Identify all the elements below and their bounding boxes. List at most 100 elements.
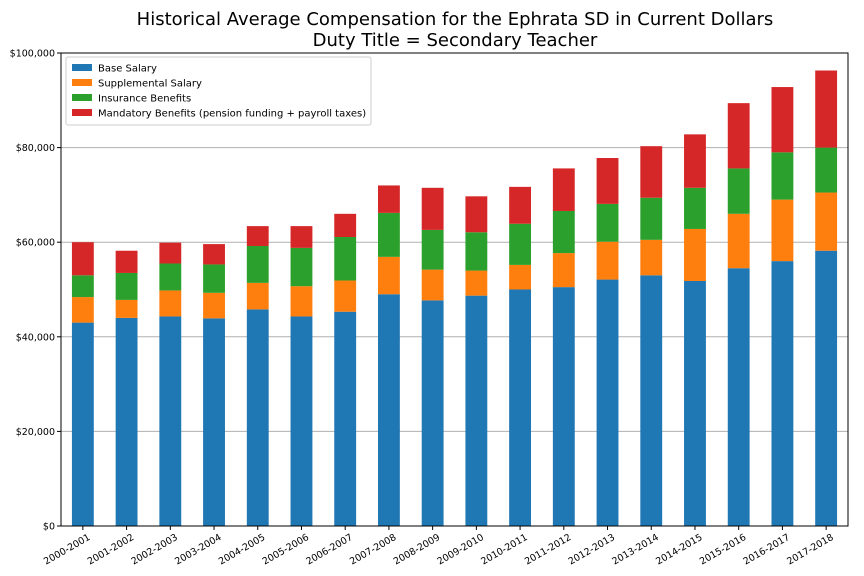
bar-mandatory-benefits-pension-funding-payroll-taxes — [421, 187, 444, 230]
x-axis: 2000-20012001-20022002-20032003-20042004… — [42, 526, 836, 567]
bar-base-salary — [246, 309, 269, 526]
bar-insurance-benefits — [815, 147, 838, 193]
bar-insurance-benefits — [159, 263, 182, 291]
legend-box — [65, 56, 372, 126]
bar-supplemental-salary — [552, 253, 575, 288]
bar-mandatory-benefits-pension-funding-payroll-taxes — [596, 158, 619, 204]
legend-label: Supplemental Salary — [98, 79, 202, 90]
bar-insurance-benefits — [509, 223, 532, 265]
bar-mandatory-benefits-pension-funding-payroll-taxes — [290, 226, 313, 248]
bar-mandatory-benefits-pension-funding-payroll-taxes — [771, 87, 794, 153]
x-tick-label: 2007-2008 — [348, 532, 398, 567]
bar-base-salary — [509, 289, 532, 526]
y-tick-label: $80,000 — [16, 143, 55, 154]
bar-supplemental-salary — [334, 280, 357, 312]
legend-label: Base Salary — [98, 64, 157, 75]
bar-supplemental-salary — [71, 297, 94, 323]
bar-base-salary — [334, 311, 357, 526]
grid-lines — [61, 147, 848, 432]
bar-insurance-benefits — [203, 264, 225, 293]
bar-base-salary — [465, 295, 488, 526]
bar-mandatory-benefits-pension-funding-payroll-taxes — [115, 250, 138, 273]
x-tick-label: 2004-2005 — [217, 532, 267, 567]
x-tick-label: 2003-2004 — [173, 532, 223, 567]
bar-supplemental-salary — [246, 282, 269, 310]
x-tick-label: 2012-2013 — [567, 532, 617, 567]
y-tick-label: $20,000 — [16, 427, 55, 438]
x-tick-label: 2015-2016 — [698, 532, 748, 567]
legend-swatch — [72, 94, 92, 101]
bar-mandatory-benefits-pension-funding-payroll-taxes — [509, 186, 532, 224]
bar-supplemental-salary — [465, 270, 488, 296]
bar-supplemental-salary — [640, 239, 663, 276]
legend-swatch — [72, 64, 92, 71]
bar-insurance-benefits — [771, 152, 794, 200]
bar-insurance-benefits — [246, 245, 269, 283]
bar-stacks — [71, 70, 838, 527]
bar-mandatory-benefits-pension-funding-payroll-taxes — [246, 226, 269, 246]
x-tick-label: 2000-2001 — [42, 532, 92, 567]
bar-insurance-benefits — [727, 168, 750, 214]
bar-mandatory-benefits-pension-funding-payroll-taxes — [377, 185, 400, 213]
y-axis: $0 $20,000 $40,000 $60,000 $80,000 $100,000 — [10, 49, 61, 533]
bar-base-salary — [552, 287, 575, 526]
bar-insurance-benefits — [465, 232, 488, 271]
bar-supplemental-salary — [684, 228, 706, 281]
bar-base-salary — [684, 280, 706, 526]
x-tick-label: 2010-2011 — [479, 532, 529, 567]
x-tick-label: 2001-2002 — [86, 532, 136, 567]
x-tick-label: 2008-2009 — [392, 532, 442, 567]
legend-label: Mandatory Benefits (pension funding + pa… — [98, 109, 366, 120]
bar-base-salary — [771, 261, 794, 526]
bar-mandatory-benefits-pension-funding-payroll-taxes — [684, 134, 706, 188]
legend-swatch — [72, 79, 92, 86]
bar-mandatory-benefits-pension-funding-payroll-taxes — [159, 242, 182, 264]
bar-base-salary — [377, 294, 400, 526]
bar-insurance-benefits — [552, 210, 575, 254]
bar-supplemental-salary — [203, 292, 225, 319]
bar-mandatory-benefits-pension-funding-payroll-taxes — [640, 146, 663, 198]
bar-insurance-benefits — [421, 229, 444, 270]
bar-supplemental-salary — [771, 199, 794, 262]
y-tick-label: $0 — [43, 522, 55, 533]
x-tick-label: 2017-2018 — [785, 532, 835, 567]
bar-mandatory-benefits-pension-funding-payroll-taxes — [552, 168, 575, 211]
bar-base-salary — [640, 275, 663, 526]
bar-insurance-benefits — [115, 272, 138, 300]
bar-base-salary — [815, 250, 838, 527]
bar-insurance-benefits — [334, 236, 357, 281]
legend: Base Salary Supplemental Salary Insurance … — [65, 56, 372, 126]
bar-base-salary — [290, 316, 313, 526]
bar-mandatory-benefits-pension-funding-payroll-taxes — [727, 103, 750, 169]
bar-mandatory-benefits-pension-funding-payroll-taxes — [815, 70, 838, 148]
bar-base-salary — [596, 279, 619, 526]
bar-insurance-benefits — [596, 203, 619, 242]
bar-insurance-benefits — [71, 275, 94, 298]
bar-supplemental-salary — [159, 290, 182, 317]
bar-insurance-benefits — [640, 197, 663, 240]
y-tick-label: $60,000 — [16, 238, 55, 249]
bar-base-salary — [71, 322, 94, 526]
bar-mandatory-benefits-pension-funding-payroll-taxes — [203, 244, 225, 265]
x-tick-label: 2011-2012 — [523, 532, 573, 567]
bar-supplemental-salary — [377, 256, 400, 295]
y-tick-label: $40,000 — [16, 332, 55, 343]
bar-insurance-benefits — [377, 212, 400, 257]
chart-title: Historical Average Compensation for the … — [137, 9, 774, 30]
bar-base-salary — [727, 268, 750, 526]
bar-supplemental-salary — [421, 269, 444, 301]
bar-supplemental-salary — [815, 192, 838, 251]
x-tick-label: 2006-2007 — [304, 532, 354, 567]
bar-mandatory-benefits-pension-funding-payroll-taxes — [465, 196, 488, 233]
bar-supplemental-salary — [290, 286, 313, 317]
x-tick-label: 2005-2006 — [261, 532, 311, 567]
bar-supplemental-salary — [596, 241, 619, 280]
y-tick-label: $100,000 — [10, 49, 55, 60]
bar-insurance-benefits — [290, 247, 313, 287]
bar-base-salary — [421, 300, 444, 526]
legend-swatch — [72, 109, 92, 116]
plot-area-frame — [60, 52, 849, 527]
bar-mandatory-benefits-pension-funding-payroll-taxes — [334, 213, 357, 237]
x-tick-label: 2002-2003 — [129, 532, 179, 567]
